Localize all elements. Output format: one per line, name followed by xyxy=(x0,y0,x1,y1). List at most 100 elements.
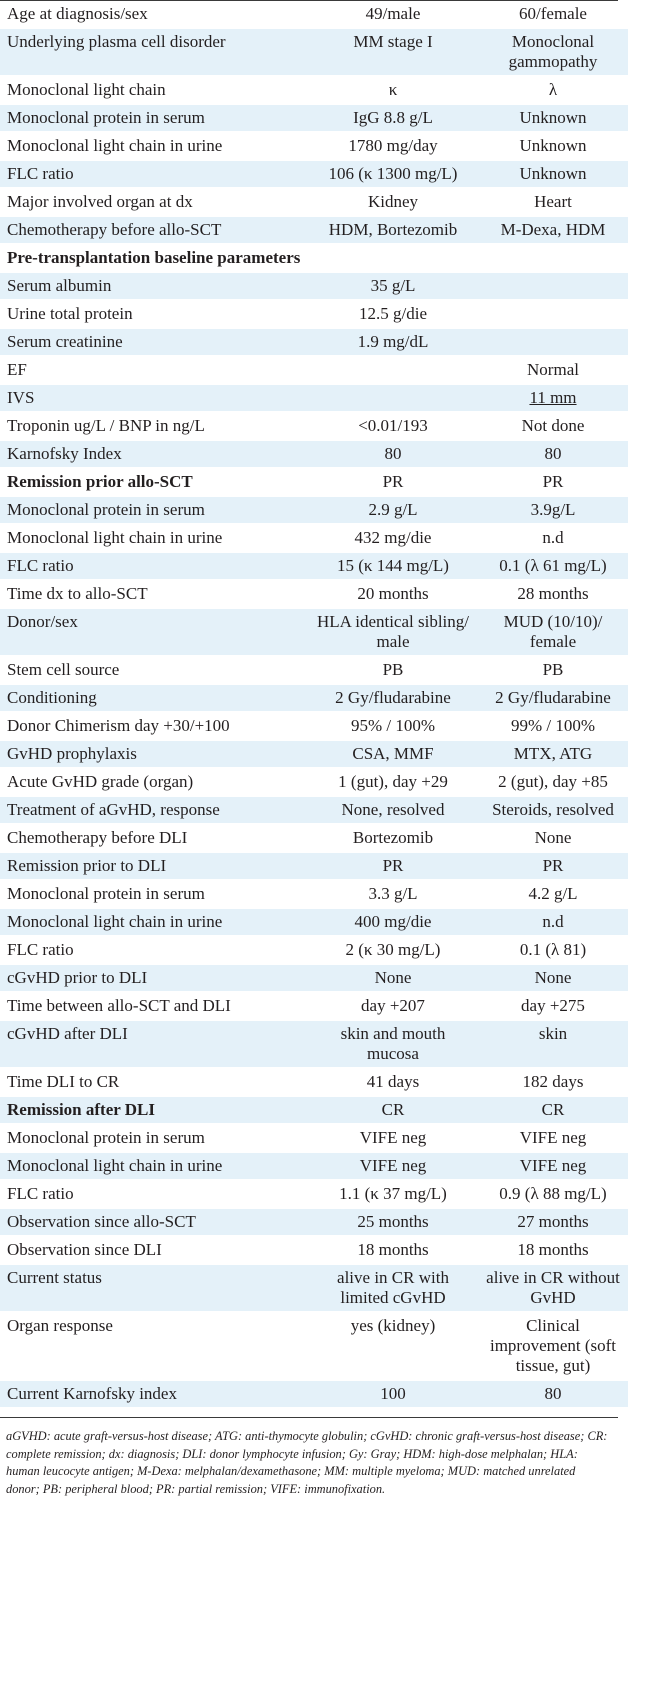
table-row: Current status alive in CR with limited c… xyxy=(0,1264,628,1313)
section-heading: Remission prior allo-SCT xyxy=(0,468,308,497)
table-row: Monoclonal protein in serum VIFE neg VIFE … xyxy=(0,1124,628,1153)
table-row: Remission after DLI CR CR xyxy=(0,1096,628,1125)
table-row: Observation since allo-SCT 25 months 27 mo… xyxy=(0,1208,628,1237)
row-label: Monoclonal light chain xyxy=(0,76,308,105)
table-footnote: aGVHD: acute graft-versus-host disease; … xyxy=(0,1417,618,1498)
row-label: Current Karnofsky index xyxy=(0,1380,308,1409)
patient-2-value: 60/female xyxy=(476,1,628,29)
table-container: Age at diagnosis/sex 49/male 60/female Unde… xyxy=(0,0,628,1498)
patient-2-value: 80 xyxy=(476,440,628,469)
patient-2-value: 11 mm xyxy=(476,384,628,413)
patient-2-value: M-Dexa, HDM xyxy=(476,216,628,245)
table-row: IVS 11 mm xyxy=(0,384,628,413)
table-row: Monoclonal protein in serum 3.3 g/L 4.2 g/… xyxy=(0,880,628,909)
patient-2-value: None xyxy=(476,964,628,993)
row-label: EF xyxy=(0,356,308,385)
table-row: Acute GvHD grade (organ) 1 (gut), day +29… xyxy=(0,768,628,797)
table-row: cGvHD prior to DLI None None xyxy=(0,964,628,993)
row-label: Time DLI to CR xyxy=(0,1068,308,1097)
row-label: Treatment of aGvHD, response xyxy=(0,796,308,825)
row-label: Observation since allo-SCT xyxy=(0,1208,308,1237)
patient-1-value: 2 Gy/fludarabine xyxy=(308,684,476,713)
row-label: Monoclonal light chain in urine xyxy=(0,908,308,937)
row-label: Serum albumin xyxy=(0,272,308,301)
patient-1-value xyxy=(308,356,476,385)
patient-1-value: 35 g/L xyxy=(308,272,476,301)
patient-1-value: CSA, MMF xyxy=(308,740,476,769)
patient-2-value: Normal xyxy=(476,356,628,385)
table-row: Organ response yes (kidney) Clinical impro… xyxy=(0,1312,628,1381)
row-label: Urine total protein xyxy=(0,300,308,329)
patient-1-value: 1 (gut), day +29 xyxy=(308,768,476,797)
patient-2-value: PR xyxy=(476,852,628,881)
patient-1-value: 20 months xyxy=(308,580,476,609)
patient-2-value: skin xyxy=(476,1020,628,1069)
patient-1-value: PB xyxy=(308,656,476,685)
patient-1-value: PR xyxy=(308,468,476,497)
patient-1-value: κ xyxy=(308,76,476,105)
table-row: Monoclonal protein in serum IgG 8.8 g/L Un… xyxy=(0,104,628,133)
table-row: Stem cell source PB PB xyxy=(0,656,628,685)
row-label: Organ response xyxy=(0,1312,308,1381)
patient-2-value: Clinical improvement (soft tissue, gut) xyxy=(476,1312,628,1381)
patient-characteristics-table: Age at diagnosis/sex 49/male 60/female Unde… xyxy=(0,1,628,1409)
patient-2-value: PB xyxy=(476,656,628,685)
table-row: Conditioning 2 Gy/fludarabine 2 Gy/fludara… xyxy=(0,684,628,713)
table-row: FLC ratio 15 (κ 144 mg/L) 0.1 (λ 61 mg/L) xyxy=(0,552,628,581)
patient-1-value: 41 days xyxy=(308,1068,476,1097)
table-row: Pre-transplantation baseline parameters xyxy=(0,244,628,273)
patient-2-value: CR xyxy=(476,1096,628,1125)
table-row: Major involved organ at dx Kidney Heart xyxy=(0,188,628,217)
patient-2-value: 28 months xyxy=(476,580,628,609)
patient-1-value: 1.1 (κ 37 mg/L) xyxy=(308,1180,476,1209)
table-row: Urine total protein 12.5 g/die xyxy=(0,300,628,329)
patient-2-value: 2 Gy/fludarabine xyxy=(476,684,628,713)
patient-1-value: Kidney xyxy=(308,188,476,217)
row-label: Karnofsky Index xyxy=(0,440,308,469)
patient-1-value: 1.9 mg/dL xyxy=(308,328,476,357)
table-body: Age at diagnosis/sex 49/male 60/female Unde… xyxy=(0,1,628,1409)
row-label: Current status xyxy=(0,1264,308,1313)
row-label: FLC ratio xyxy=(0,160,308,189)
table-row: Monoclonal light chain in urine 432 mg/di… xyxy=(0,524,628,553)
row-label: FLC ratio xyxy=(0,936,308,965)
table-row: Current Karnofsky index 100 80 xyxy=(0,1380,628,1409)
table-row: Underlying plasma cell disorder MM stage … xyxy=(0,28,628,77)
patient-1-value: PR xyxy=(308,852,476,881)
row-label: Underlying plasma cell disorder xyxy=(0,28,308,77)
row-label: Conditioning xyxy=(0,684,308,713)
row-label: cGvHD after DLI xyxy=(0,1020,308,1069)
row-label: GvHD prophylaxis xyxy=(0,740,308,769)
patient-2-value: 80 xyxy=(476,1380,628,1409)
row-label: Monoclonal protein in serum xyxy=(0,496,308,525)
table-row: Monoclonal protein in serum 2.9 g/L 3.9g/L xyxy=(0,496,628,525)
table-top-rule xyxy=(0,0,618,1)
table-row: Donor Chimerism day +30/+100 95% / 100% 99… xyxy=(0,712,628,741)
row-label: Remission prior to DLI xyxy=(0,852,308,881)
row-label: Time dx to allo-SCT xyxy=(0,580,308,609)
row-label: Troponin ug/L / BNP in ng/L xyxy=(0,412,308,441)
table-row: Observation since DLI 18 months 18 months xyxy=(0,1236,628,1265)
patient-1-value: None xyxy=(308,964,476,993)
row-label: Monoclonal light chain in urine xyxy=(0,524,308,553)
patient-2-value xyxy=(476,272,628,301)
row-label: Age at diagnosis/sex xyxy=(0,1,308,29)
row-label: Chemotherapy before DLI xyxy=(0,824,308,853)
table-row: FLC ratio 2 (κ 30 mg/L) 0.1 (λ 81) xyxy=(0,936,628,965)
patient-2-value: VIFE neg xyxy=(476,1152,628,1181)
table-row: Chemotherapy before DLI Bortezomib None xyxy=(0,824,628,853)
patient-2-value: 0.1 (λ 61 mg/L) xyxy=(476,552,628,581)
patient-2-value: 3.9g/L xyxy=(476,496,628,525)
row-label: Acute GvHD grade (organ) xyxy=(0,768,308,797)
patient-1-value: day +207 xyxy=(308,992,476,1021)
table-row: Time dx to allo-SCT 20 months 28 months xyxy=(0,580,628,609)
table-row: Time between allo-SCT and DLI day +207 day… xyxy=(0,992,628,1021)
section-heading: Pre-transplantation baseline parameters xyxy=(0,244,628,273)
table-row: Chemotherapy before allo-SCT HDM, Bortezo… xyxy=(0,216,628,245)
patient-1-value: HLA identical sibling/ male xyxy=(308,608,476,657)
patient-1-value: 3.3 g/L xyxy=(308,880,476,909)
patient-1-value: 1780 mg/day xyxy=(308,132,476,161)
table-row: EF Normal xyxy=(0,356,628,385)
patient-2-value xyxy=(476,328,628,357)
patient-2-value: 4.2 g/L xyxy=(476,880,628,909)
